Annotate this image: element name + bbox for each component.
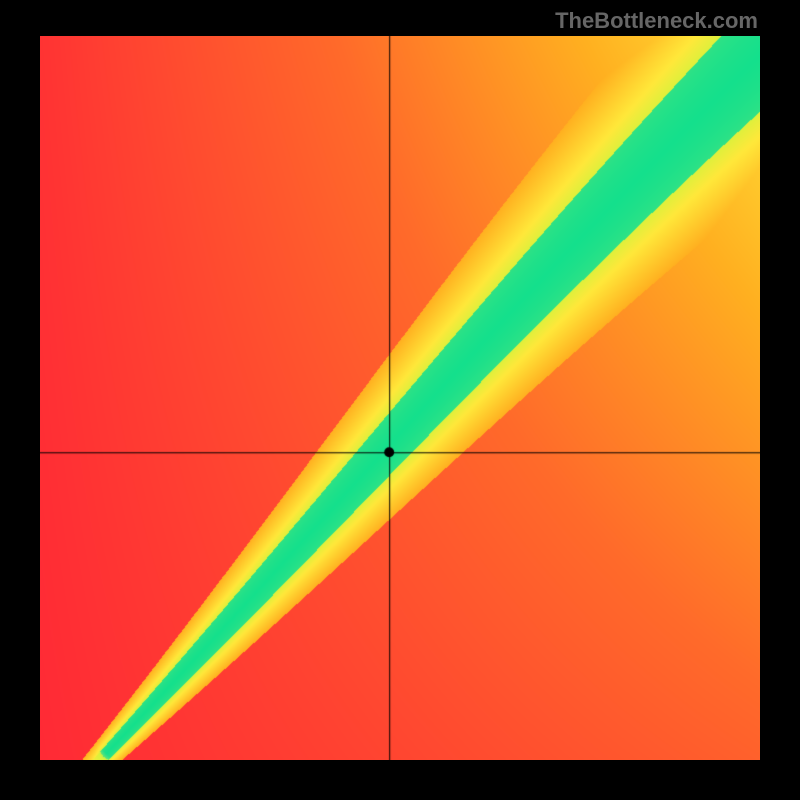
chart-container: TheBottleneck.com: [0, 0, 800, 800]
watermark-text: TheBottleneck.com: [555, 8, 758, 34]
heatmap-canvas: [40, 36, 760, 760]
